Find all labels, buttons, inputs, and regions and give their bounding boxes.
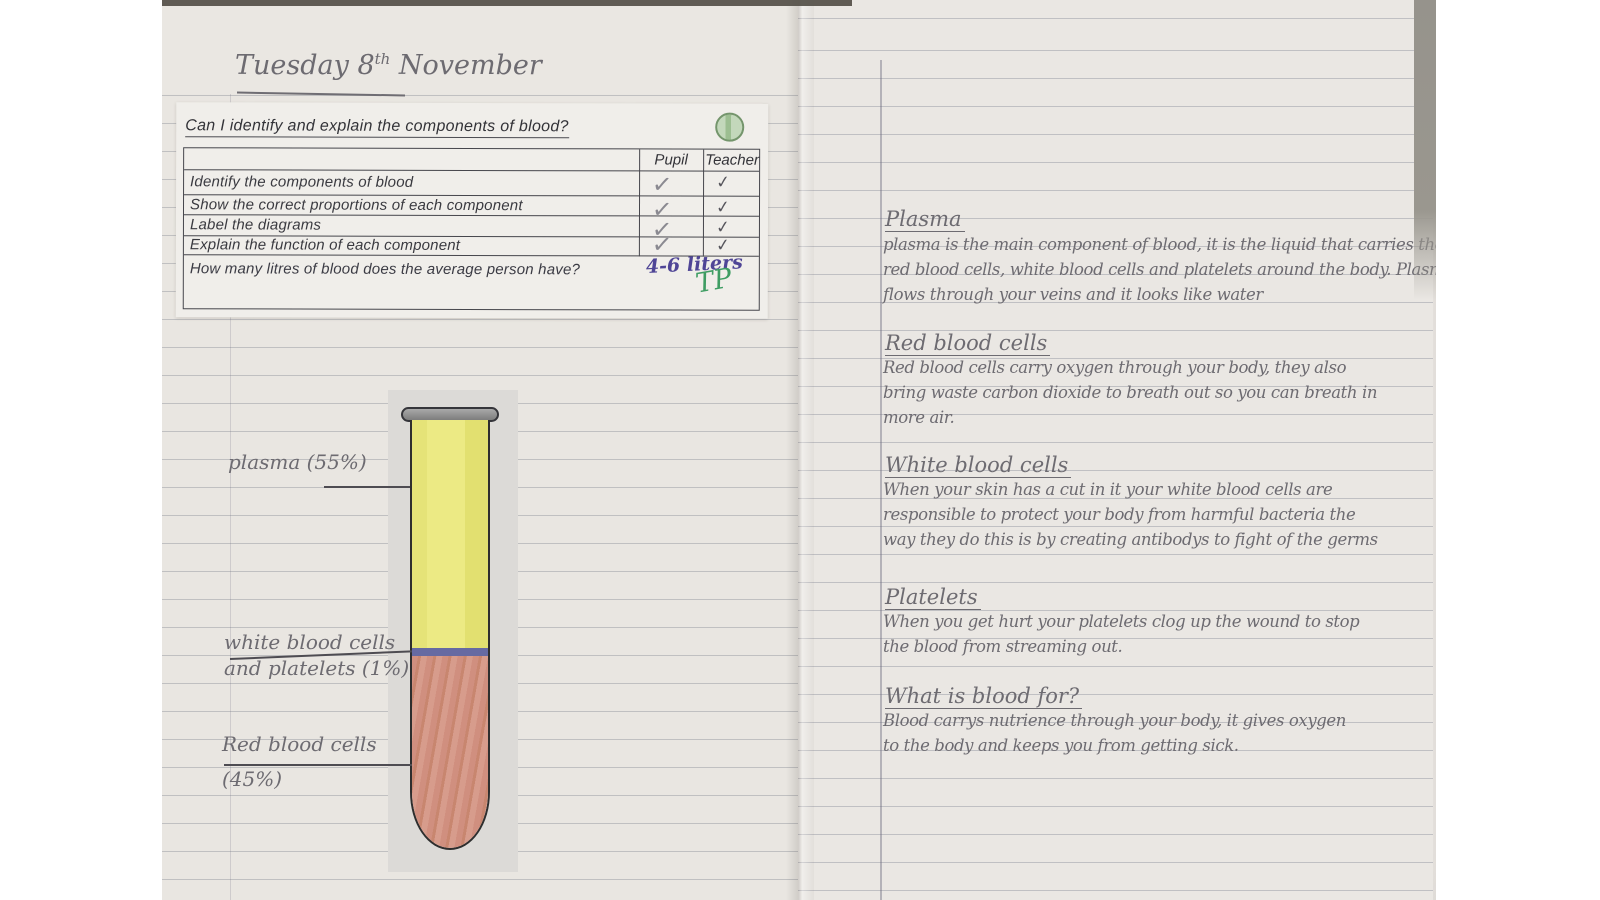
section-text: When your skin has a cut in it your whit… xyxy=(883,480,1333,499)
section-text: responsible to protect your body from ha… xyxy=(883,505,1356,524)
date-ordinal: th xyxy=(374,50,391,68)
rbc-pointer-line xyxy=(224,764,412,766)
section-text: way they do this is by creating antibody… xyxy=(883,530,1378,549)
right-page-margin-line xyxy=(880,60,882,900)
task-label: Label the diagrams xyxy=(189,216,322,234)
column-divider xyxy=(638,149,641,257)
question-text: How many litres of blood does the averag… xyxy=(189,260,581,279)
plasma-pointer-line xyxy=(324,486,410,488)
assessment-table: Pupil Teacher Identify the components of… xyxy=(182,147,761,311)
section-heading-platelets: Platelets xyxy=(885,585,981,610)
teacher-checkmark: ✓ xyxy=(715,196,732,219)
section-heading-red-blood-cells: Red blood cells xyxy=(885,331,1051,356)
section-text: plasma is the main component of blood, i… xyxy=(883,235,1436,254)
task-label: Show the correct proportions of each com… xyxy=(189,196,523,215)
teacher-column-header: Teacher xyxy=(705,151,759,169)
table-row: Show the correct proportions of each com… xyxy=(183,194,760,225)
objective-worksheet: Can I identify and explain the component… xyxy=(175,102,769,319)
section-text: Red blood cells carry oxygen through you… xyxy=(883,358,1347,377)
pupil-checkmark: ✓ xyxy=(650,229,674,260)
section-text: to the body and keeps you from getting s… xyxy=(883,736,1239,755)
teacher-checkmark: ✓ xyxy=(715,171,732,194)
right-page: blood vessel wall platelets red blood ce… xyxy=(798,0,1436,900)
red-cell-layer xyxy=(412,656,488,848)
teacher-checkmark: ✓ xyxy=(714,216,732,239)
buffy-coat-layer xyxy=(412,648,488,656)
page-fold xyxy=(786,0,814,900)
date-heading: Tuesday 8th November xyxy=(235,50,542,81)
section-text: When you get hurt your platelets clog up… xyxy=(883,612,1360,631)
desk-edge-right xyxy=(1414,0,1436,300)
notebook-spread: Tuesday 8th November Can I identify and … xyxy=(162,0,1436,900)
section-text: Blood carrys nutrience through your body… xyxy=(883,711,1346,730)
section-text: more air. xyxy=(883,408,955,427)
traffic-light-green-icon xyxy=(715,112,745,142)
rbc-label-line1: Red blood cells xyxy=(222,732,377,756)
left-page-margin-line xyxy=(230,94,231,900)
section-text: red blood cells, white blood cells and p… xyxy=(883,260,1436,279)
plasma-layer xyxy=(412,420,488,648)
wbc-label-line1: white blood cells xyxy=(224,630,396,654)
column-divider xyxy=(702,149,705,257)
page-top xyxy=(162,0,798,94)
left-page: Tuesday 8th November Can I identify and … xyxy=(162,0,798,900)
section-heading-white-blood-cells: White blood cells xyxy=(885,453,1072,478)
rbc-label-line2: (45%) xyxy=(222,767,283,791)
date-text: Tuesday 8 xyxy=(235,50,375,81)
section-text: the blood from streaming out. xyxy=(883,637,1123,656)
table-header-row: Pupil Teacher xyxy=(184,148,760,172)
plasma-label: plasma (55%) xyxy=(228,450,367,474)
learning-objective-title: Can I identify and explain the component… xyxy=(185,117,569,139)
section-heading-what-is-blood-for: What is blood for? xyxy=(885,684,1083,709)
wbc-label-line2: and platelets (1%) xyxy=(224,656,410,680)
desk-edge xyxy=(162,0,852,6)
section-heading-plasma: Plasma xyxy=(885,207,965,232)
teacher-initials: TP xyxy=(693,262,735,300)
test-tube-diagram xyxy=(410,420,490,850)
date-text-2: November xyxy=(390,50,542,81)
pupil-checkmark: ✓ xyxy=(650,169,674,200)
task-label: Explain the function of each component xyxy=(189,236,461,254)
teacher-checkmark: ✓ xyxy=(714,234,732,257)
section-text: flows through your veins and it looks li… xyxy=(883,285,1263,304)
section-text: bring waste carbon dioxide to breath out… xyxy=(883,383,1378,402)
pupil-column-header: Pupil xyxy=(654,151,688,169)
table-row: Identify the components of blood ✓ ✓ xyxy=(184,169,760,200)
pupil-checkmark: ✓ xyxy=(650,194,674,225)
task-label: Identify the components of blood xyxy=(190,173,414,191)
